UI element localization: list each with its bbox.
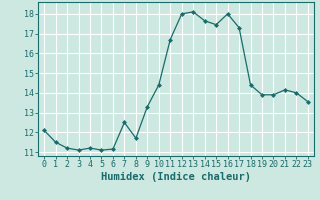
X-axis label: Humidex (Indice chaleur): Humidex (Indice chaleur) <box>101 172 251 182</box>
